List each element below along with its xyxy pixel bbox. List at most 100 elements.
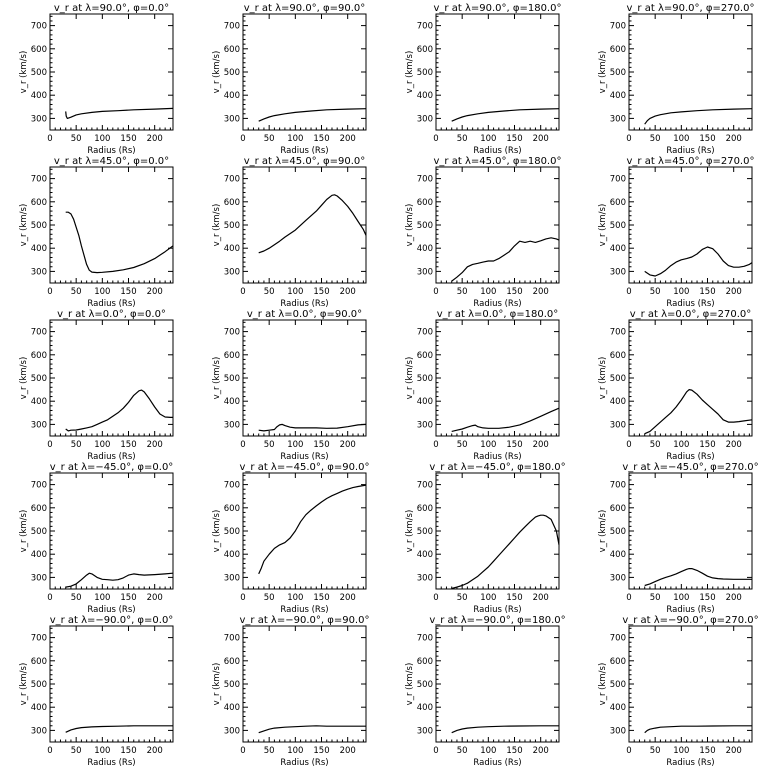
x-tick-label: 150 <box>506 134 522 144</box>
x-tick-label: 200 <box>147 440 163 450</box>
y-tick-label: 700 <box>417 175 433 185</box>
x-tick-label: 50 <box>264 134 275 144</box>
series-line <box>65 725 173 733</box>
y-axis-label: v_r (km/s) <box>405 357 415 400</box>
x-tick-label: 200 <box>726 440 742 450</box>
series-line <box>451 108 560 122</box>
chart-panel: v_r at λ=45.0°, φ=0.0° 0 50 100 150 200 300 400… <box>19 156 174 309</box>
y-tick-label: 400 <box>417 244 433 254</box>
x-axis-label: Radius (Rs) <box>473 146 521 156</box>
series-line <box>258 725 366 734</box>
y-tick-label: 300 <box>31 267 47 277</box>
plot-frame <box>435 13 560 131</box>
plot-frame <box>49 13 174 131</box>
y-tick-label: 400 <box>224 244 240 254</box>
x-tick-label: 100 <box>673 746 689 756</box>
y-tick-label: 700 <box>31 175 47 185</box>
chart-title: v_r at λ=0.0°, φ=90.0° <box>247 309 362 320</box>
y-tick-label: 700 <box>31 22 47 32</box>
chart-title: v_r at λ=−90.0°, φ=270.0° <box>622 615 758 626</box>
y-tick-label: 700 <box>417 328 433 338</box>
y-tick-label: 700 <box>31 634 47 644</box>
x-tick-label: 150 <box>699 134 715 144</box>
chart-panel: v_r at λ=−90.0°, φ=90.0° 0 50 100 150 200 300 4… <box>212 615 369 768</box>
x-tick-label: 150 <box>699 440 715 450</box>
y-tick-label: 700 <box>224 22 240 32</box>
x-tick-label: 100 <box>287 287 303 297</box>
y-axis-label: v_r (km/s) <box>19 51 29 94</box>
x-tick-label: 50 <box>71 287 82 297</box>
x-axis-label: Radius (Rs) <box>473 758 521 768</box>
x-tick-label: 0 <box>240 593 245 603</box>
plot-frame <box>49 319 174 437</box>
x-tick-label: 50 <box>457 134 468 144</box>
x-tick-label: 200 <box>147 746 163 756</box>
y-tick-label: 700 <box>224 634 240 644</box>
x-tick-label: 50 <box>650 746 661 756</box>
x-tick-label: 50 <box>71 134 82 144</box>
y-axis-label: v_r (km/s) <box>598 204 608 247</box>
x-tick-label: 100 <box>287 134 303 144</box>
y-tick-label: 500 <box>417 68 433 78</box>
y-tick-label: 600 <box>31 198 47 208</box>
y-tick-label: 400 <box>417 550 433 560</box>
y-tick-label: 500 <box>224 221 240 231</box>
x-tick-label: 100 <box>287 440 303 450</box>
chart-title: v_r at λ=45.0°, φ=180.0° <box>434 156 562 167</box>
x-tick-label: 0 <box>240 134 245 144</box>
y-tick-label: 500 <box>417 374 433 384</box>
x-tick-label: 100 <box>94 746 110 756</box>
x-tick-label: 150 <box>120 134 136 144</box>
y-tick-label: 600 <box>224 504 240 514</box>
x-tick-label: 150 <box>313 593 329 603</box>
y-tick-label: 300 <box>31 726 47 736</box>
y-tick-label: 600 <box>610 198 626 208</box>
plot-frame <box>435 472 560 590</box>
x-tick-label: 150 <box>120 593 136 603</box>
plot-frame <box>628 166 753 284</box>
chart-title: v_r at λ=0.0°, φ=180.0° <box>437 309 559 320</box>
y-axis-label: v_r (km/s) <box>212 510 222 553</box>
y-tick-label: 300 <box>31 573 47 583</box>
x-tick-label: 200 <box>726 593 742 603</box>
chart-panel: v_r at λ=−45.0°, φ=270.0° 0 50 100 150 200 300… <box>598 462 759 615</box>
chart-panel: v_r at λ=90.0°, φ=0.0° 0 50 100 150 200 300 400… <box>19 3 174 156</box>
x-tick-label: 200 <box>533 746 549 756</box>
y-tick-label: 400 <box>610 703 626 713</box>
x-tick-label: 0 <box>626 287 631 297</box>
y-tick-label: 300 <box>224 573 240 583</box>
y-tick-label: 400 <box>417 703 433 713</box>
y-tick-label: 400 <box>610 244 626 254</box>
y-tick-label: 500 <box>224 68 240 78</box>
x-tick-label: 200 <box>726 134 742 144</box>
x-tick-label: 0 <box>433 134 438 144</box>
y-tick-label: 400 <box>224 91 240 101</box>
y-tick-label: 600 <box>417 198 433 208</box>
y-tick-label: 500 <box>610 374 626 384</box>
x-tick-label: 200 <box>147 134 163 144</box>
chart-panel: v_r at λ=0.0°, φ=90.0° 0 50 100 150 200 300 400… <box>212 309 367 462</box>
chart-panel: v_r at λ=45.0°, φ=270.0° 0 50 100 150 200 300 4… <box>598 156 754 309</box>
plot-frame <box>49 166 174 284</box>
chart-title: v_r at λ=90.0°, φ=180.0° <box>434 3 562 14</box>
y-tick-label: 700 <box>224 175 240 185</box>
series-line <box>644 108 753 125</box>
y-tick-label: 600 <box>31 504 47 514</box>
y-tick-label: 600 <box>224 198 240 208</box>
chart-panel: v_r at λ=45.0°, φ=90.0° 0 50 100 150 200 300 40… <box>212 156 367 309</box>
series-line <box>451 237 560 282</box>
y-tick-label: 700 <box>224 481 240 491</box>
x-tick-label: 150 <box>120 287 136 297</box>
x-tick-label: 100 <box>94 134 110 144</box>
x-tick-label: 50 <box>264 593 275 603</box>
x-tick-label: 100 <box>673 134 689 144</box>
x-axis-label: Radius (Rs) <box>87 605 135 615</box>
x-tick-label: 100 <box>480 440 496 450</box>
y-tick-label: 700 <box>417 481 433 491</box>
series-line <box>65 389 173 432</box>
y-tick-label: 500 <box>417 527 433 537</box>
x-tick-label: 50 <box>264 287 275 297</box>
y-tick-label: 400 <box>224 397 240 407</box>
x-tick-label: 200 <box>726 287 742 297</box>
plot-frame <box>435 166 560 284</box>
